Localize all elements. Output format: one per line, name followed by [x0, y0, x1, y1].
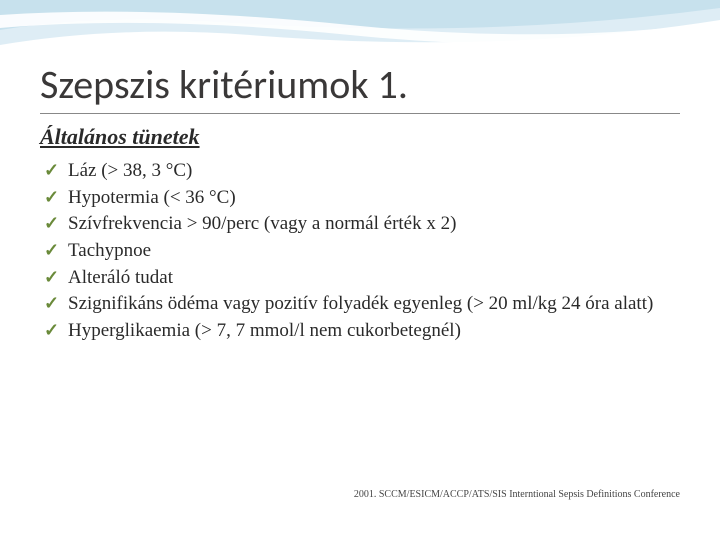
slide-subtitle: Általános tünetek — [40, 124, 680, 150]
list-item: Hypotermia (< 36 °C) — [44, 185, 680, 211]
footer-citation: 2001. SCCM/ESICM/ACCP/ATS/SIS Interntion… — [354, 489, 680, 500]
list-item: Szignifikáns ödéma vagy pozitív folyadék… — [44, 291, 680, 317]
list-item: Tachypnoe — [44, 238, 680, 264]
bullet-list: Láz (> 38, 3 °C) Hypotermia (< 36 °C) Sz… — [40, 158, 680, 343]
list-item: Alteráló tudat — [44, 265, 680, 291]
list-item: Szívfrekvencia > 90/perc (vagy a normál … — [44, 211, 680, 237]
list-item: Láz (> 38, 3 °C) — [44, 158, 680, 184]
list-item: Hyperglikaemia (> 7, 7 mmol/l nem cukorb… — [44, 318, 680, 344]
slide-title: Szepszis kritériumok 1. — [40, 60, 680, 114]
slide-content: Szepszis kritériumok 1. Általános tünete… — [0, 0, 720, 364]
